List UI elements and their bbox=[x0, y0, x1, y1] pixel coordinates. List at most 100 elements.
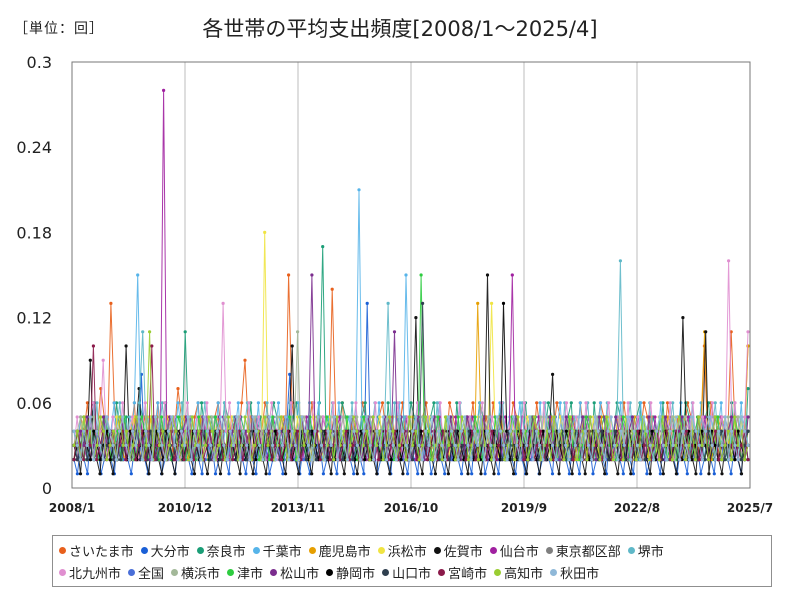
data-point bbox=[157, 443, 162, 447]
data-point bbox=[318, 458, 322, 462]
data-point bbox=[245, 443, 249, 447]
data-point bbox=[670, 458, 675, 462]
data-point bbox=[694, 429, 698, 433]
data-point bbox=[124, 458, 128, 462]
data-point bbox=[476, 458, 480, 462]
data-point bbox=[538, 472, 542, 476]
data-point bbox=[348, 443, 352, 447]
data-point bbox=[564, 415, 568, 419]
data-point bbox=[218, 429, 222, 433]
data-point bbox=[730, 458, 734, 462]
y-tick-label: 0 bbox=[42, 479, 52, 498]
legend-label: 奈良市 bbox=[206, 544, 246, 560]
data-point bbox=[202, 415, 206, 419]
data-point bbox=[310, 472, 314, 476]
data-point bbox=[449, 415, 453, 419]
data-point bbox=[720, 415, 724, 419]
data-point bbox=[678, 458, 682, 462]
legend-marker bbox=[438, 568, 446, 576]
data-point bbox=[713, 458, 718, 462]
data-point bbox=[430, 415, 434, 419]
data-point bbox=[513, 458, 517, 462]
data-point bbox=[342, 472, 346, 476]
data-point bbox=[658, 415, 662, 419]
data-point bbox=[244, 429, 248, 433]
data-point bbox=[655, 429, 659, 433]
data-point bbox=[273, 443, 277, 447]
data-point bbox=[433, 458, 437, 462]
data-point bbox=[401, 472, 405, 476]
data-point bbox=[72, 458, 76, 462]
data-point bbox=[713, 401, 717, 405]
data-point bbox=[112, 401, 116, 405]
data-point bbox=[137, 401, 141, 405]
data-point bbox=[121, 443, 125, 447]
data-point bbox=[534, 458, 539, 462]
data-point bbox=[567, 472, 572, 476]
data-point bbox=[98, 472, 102, 476]
data-point bbox=[325, 415, 329, 419]
data-point bbox=[345, 415, 349, 419]
data-point bbox=[251, 415, 255, 419]
data-point bbox=[105, 415, 109, 419]
data-point bbox=[549, 458, 553, 462]
data-point bbox=[710, 443, 714, 447]
legend-item: 松山市 bbox=[270, 563, 319, 582]
data-point bbox=[687, 458, 692, 462]
data-point bbox=[570, 429, 574, 433]
data-point bbox=[470, 415, 474, 419]
data-point bbox=[542, 401, 546, 405]
data-point bbox=[482, 458, 486, 462]
data-point bbox=[231, 443, 236, 447]
legend-label: 津市 bbox=[237, 566, 264, 582]
data-point bbox=[246, 429, 250, 433]
data-point bbox=[420, 472, 424, 476]
data-point bbox=[270, 458, 274, 462]
data-point bbox=[162, 88, 166, 92]
data-point bbox=[102, 415, 106, 419]
data-point bbox=[121, 401, 125, 405]
data-point bbox=[85, 429, 89, 433]
data-point bbox=[736, 458, 740, 462]
data-point bbox=[92, 429, 96, 433]
data-point bbox=[276, 401, 281, 405]
data-point bbox=[82, 415, 86, 419]
data-point bbox=[385, 458, 389, 462]
data-point bbox=[611, 458, 615, 462]
data-point bbox=[467, 429, 471, 433]
data-point bbox=[726, 429, 730, 433]
data-point bbox=[438, 401, 442, 405]
data-point bbox=[681, 316, 685, 320]
data-point bbox=[365, 301, 369, 305]
data-point bbox=[336, 458, 340, 462]
legend-marker bbox=[433, 546, 441, 554]
data-point bbox=[342, 429, 346, 433]
data-point bbox=[363, 458, 367, 462]
legend-item: 北九州市 bbox=[59, 563, 121, 582]
data-point bbox=[616, 472, 620, 476]
legend-marker bbox=[227, 568, 235, 576]
data-point bbox=[645, 472, 649, 476]
data-point bbox=[661, 443, 665, 447]
data-point bbox=[629, 458, 633, 462]
data-point bbox=[166, 429, 170, 433]
data-point bbox=[254, 429, 258, 433]
data-point bbox=[581, 415, 585, 419]
data-point bbox=[606, 429, 610, 433]
data-point bbox=[417, 458, 421, 462]
data-point bbox=[713, 443, 717, 447]
data-point bbox=[117, 443, 121, 447]
data-point bbox=[339, 429, 343, 433]
legend-marker bbox=[140, 546, 148, 554]
data-point bbox=[639, 401, 643, 405]
data-point bbox=[401, 429, 405, 433]
data-point bbox=[296, 330, 300, 334]
data-point bbox=[621, 415, 625, 419]
data-point bbox=[399, 458, 403, 462]
data-point bbox=[131, 443, 135, 447]
data-point bbox=[407, 415, 411, 419]
data-point bbox=[75, 415, 79, 419]
data-point bbox=[82, 429, 86, 433]
data-point bbox=[326, 429, 330, 433]
data-point bbox=[321, 472, 325, 476]
